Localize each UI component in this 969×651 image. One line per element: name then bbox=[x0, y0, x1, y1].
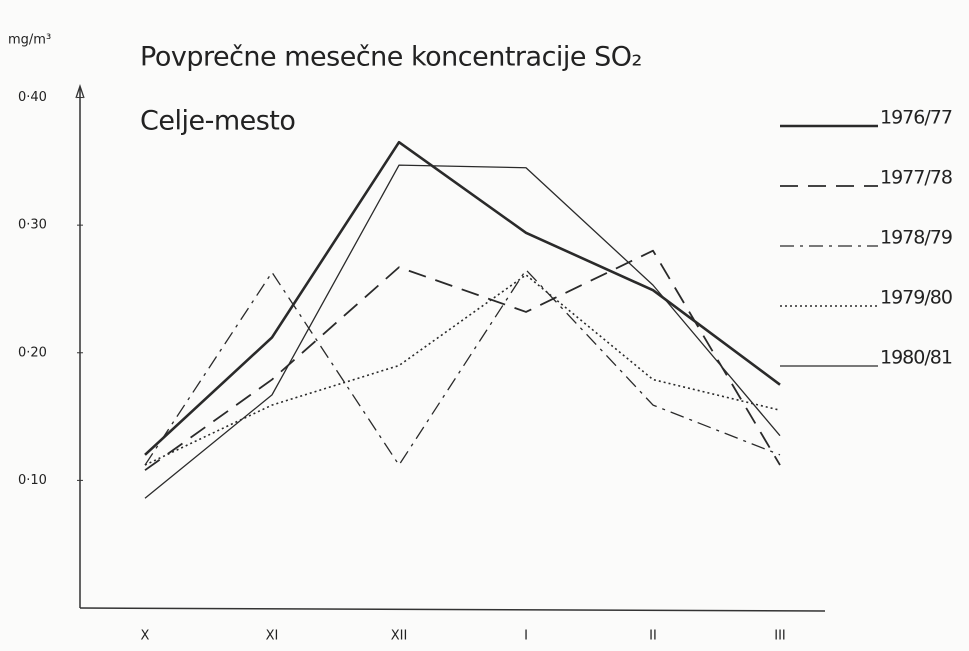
legend-label: 1976/77 bbox=[880, 107, 952, 129]
legend-label: 1978/79 bbox=[880, 227, 952, 249]
x-tick-label: X bbox=[141, 629, 150, 644]
x-tick-label: XI bbox=[266, 629, 279, 644]
y-tick-label: 0·40 bbox=[18, 90, 47, 105]
legend-label: 1979/80 bbox=[880, 287, 952, 309]
legend-label: 1977/78 bbox=[880, 167, 952, 189]
chart-title: Povprečne mesečne koncentracije SO₂ bbox=[140, 42, 642, 73]
y-axis-arrow bbox=[75, 83, 85, 99]
y-tick-label: 0·10 bbox=[18, 473, 47, 488]
y-axis-label: mg/m³ bbox=[8, 33, 51, 48]
x-tick-label: XII bbox=[391, 629, 408, 644]
chart-subtitle: Celje-mesto bbox=[140, 106, 295, 137]
x-axis bbox=[79, 607, 826, 612]
x-tick-label: III bbox=[774, 629, 786, 644]
y-tick-label: 0·20 bbox=[18, 345, 47, 360]
series-line bbox=[144, 249, 781, 471]
x-tick-label: II bbox=[649, 629, 657, 644]
y-tick-label: 0·30 bbox=[18, 218, 47, 233]
series-line bbox=[144, 164, 781, 499]
legend-label: 1980/81 bbox=[880, 347, 952, 369]
series-line bbox=[144, 274, 781, 466]
series-line bbox=[144, 269, 781, 466]
series-line bbox=[144, 140, 781, 456]
x-tick-label: I bbox=[524, 629, 528, 644]
